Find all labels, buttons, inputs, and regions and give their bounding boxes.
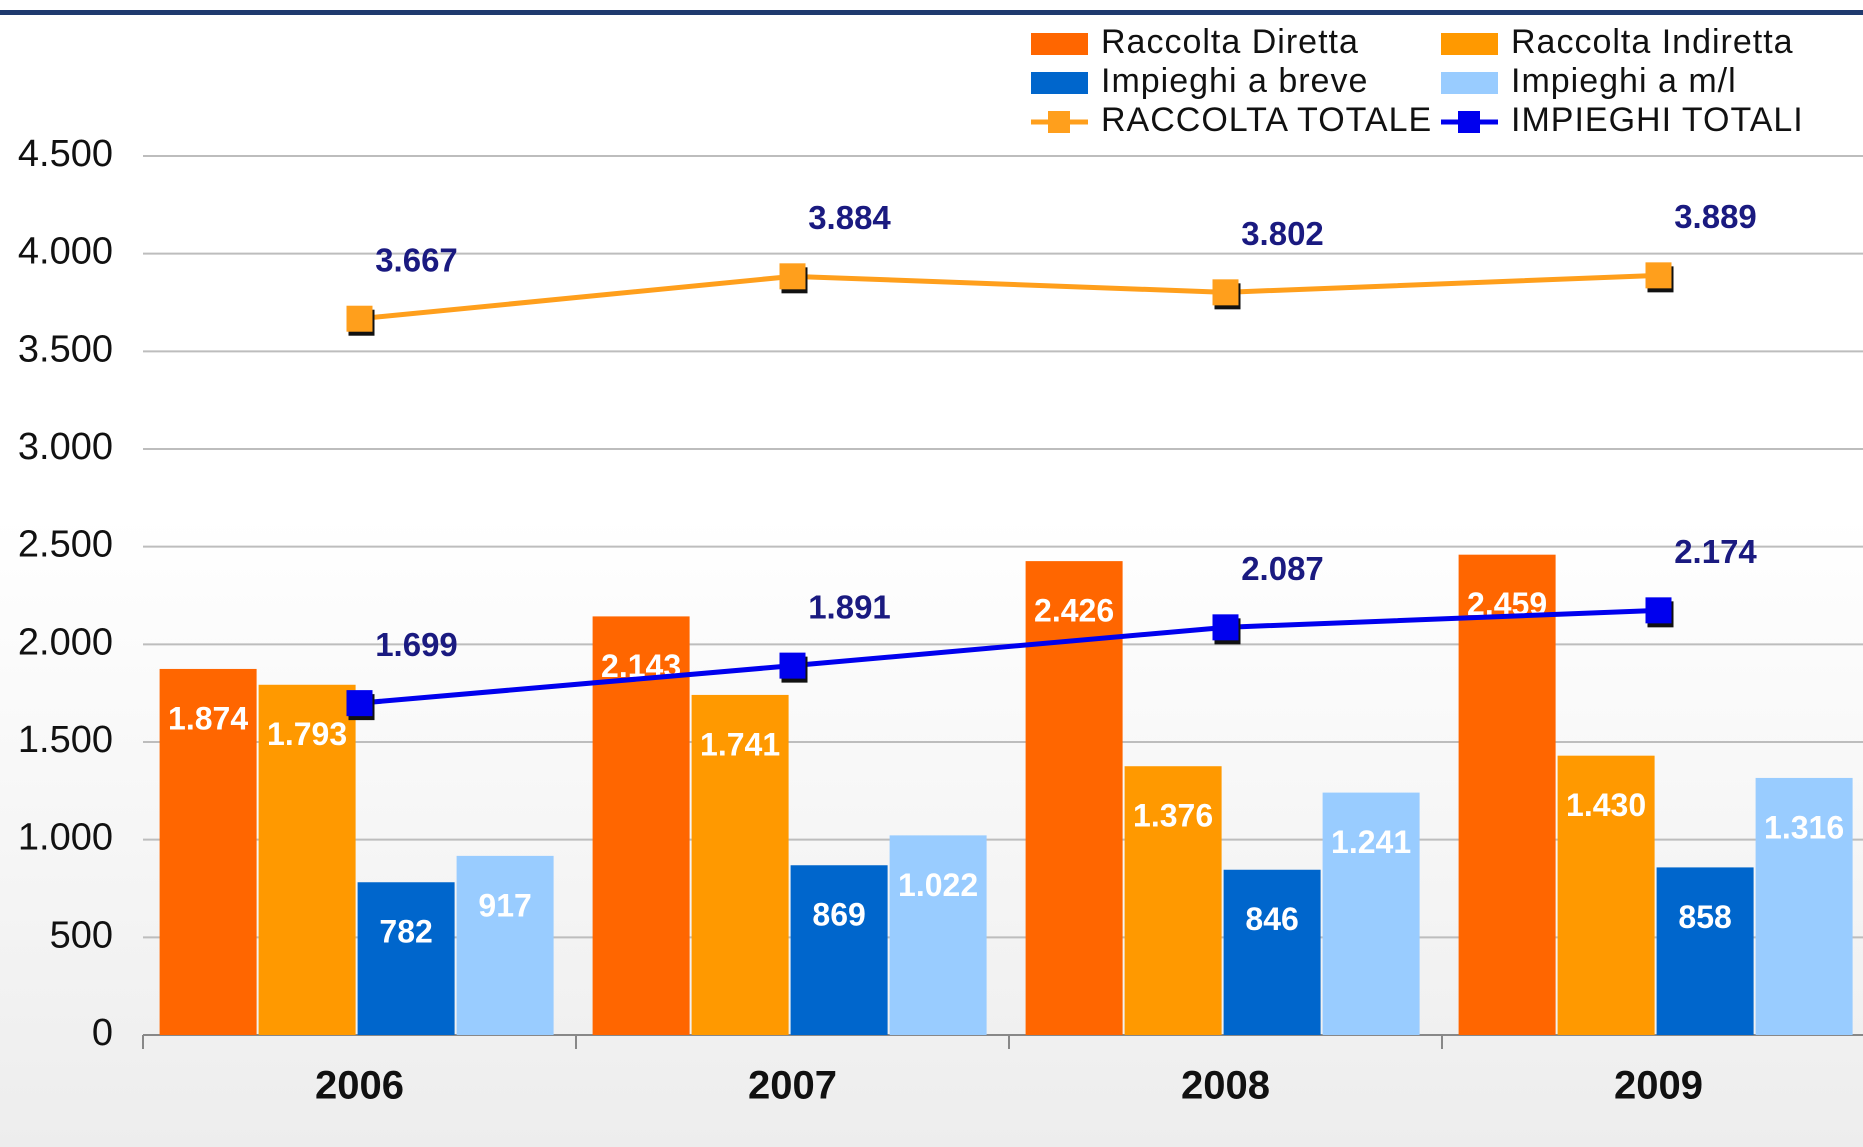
- legend-label: Raccolta Diretta: [1101, 23, 1359, 61]
- bar-value-label: 1.430: [1566, 787, 1646, 823]
- bar-value-label: 846: [1245, 901, 1298, 937]
- y-tick-label: 500: [50, 914, 113, 956]
- line-value-label: 2.174: [1674, 533, 1757, 570]
- legend-swatch: [1031, 33, 1088, 55]
- y-tick-label: 4.500: [18, 133, 113, 175]
- bar: [790, 865, 888, 1035]
- marker: [1212, 614, 1239, 641]
- bar: [1755, 777, 1853, 1035]
- y-tick-label: 4.000: [18, 231, 113, 273]
- marker: [1645, 597, 1672, 624]
- bar-value-label: 1.022: [898, 867, 978, 903]
- legend-swatch: [1031, 72, 1088, 94]
- legend-label: IMPIEGHI TOTALI: [1511, 101, 1804, 139]
- y-tick-label: 2.500: [18, 524, 113, 566]
- x-tick-label: 2008: [1181, 1064, 1270, 1108]
- bar-value-label: 1.376: [1133, 798, 1213, 834]
- legend-label: RACCOLTA TOTALE: [1101, 101, 1432, 139]
- line-value-label: 1.699: [375, 626, 458, 663]
- line: [359, 272, 1659, 322]
- bar-value-label: 869: [812, 897, 865, 933]
- bar: [1124, 766, 1222, 1035]
- bar-value-label: 858: [1678, 899, 1731, 935]
- bar: [159, 668, 257, 1035]
- bar: [691, 694, 789, 1035]
- x-tick-label: 2009: [1614, 1064, 1703, 1108]
- marker: [1212, 279, 1239, 306]
- line-value-label: 3.884: [808, 199, 891, 236]
- bar-value-label: 1.793: [267, 716, 347, 752]
- x-tick-label: 2007: [748, 1064, 837, 1108]
- bar: [1557, 755, 1655, 1035]
- line-value-label: 1.891: [808, 588, 891, 625]
- y-tick-label: 1.500: [18, 719, 113, 761]
- bar-value-label: 2.426: [1034, 593, 1114, 629]
- line-value-label: 2.087: [1241, 550, 1324, 587]
- marker: [346, 690, 373, 717]
- marker: [779, 652, 806, 679]
- legend-marker: [1458, 111, 1480, 133]
- bar-value-label: 1.241: [1331, 824, 1411, 860]
- bar-value-label: 917: [478, 887, 531, 923]
- line-value-label: 3.667: [375, 241, 458, 278]
- legend-swatch: [1441, 72, 1498, 94]
- bar-value-label: 1.874: [168, 700, 248, 736]
- bar: [456, 855, 554, 1035]
- bar: [1223, 869, 1321, 1035]
- line: [359, 607, 1659, 706]
- marker: [779, 263, 806, 290]
- bar: [1458, 554, 1556, 1035]
- y-tick-label: 0: [92, 1012, 113, 1054]
- bar: [1656, 867, 1754, 1035]
- bar-value-label: 1.741: [700, 726, 780, 762]
- bar: [258, 684, 356, 1035]
- y-tick-label: 1.000: [18, 817, 113, 859]
- bar: [592, 616, 690, 1035]
- bar: [889, 835, 987, 1035]
- bar: [1025, 561, 1123, 1035]
- legend-swatch: [1441, 33, 1498, 55]
- line-value-label: 3.802: [1241, 215, 1324, 252]
- legend-label: Raccolta Indiretta: [1511, 23, 1794, 61]
- top-rule: [0, 10, 1863, 15]
- marker: [1645, 262, 1672, 289]
- y-tick-label: 3.000: [18, 426, 113, 468]
- y-tick-label: 2.000: [18, 621, 113, 663]
- legend-label: Impieghi a m/l: [1511, 62, 1737, 100]
- bar-value-label: 1.316: [1764, 809, 1844, 845]
- bar: [357, 882, 455, 1035]
- legend-marker: [1048, 111, 1070, 133]
- legend-label: Impieghi a breve: [1101, 62, 1368, 100]
- x-tick-label: 2006: [315, 1064, 404, 1108]
- y-tick-label: 3.500: [18, 328, 113, 370]
- bar-value-label: 782: [379, 914, 432, 950]
- bar: [1322, 792, 1420, 1035]
- line-value-label: 3.889: [1674, 198, 1757, 235]
- marker: [346, 305, 373, 332]
